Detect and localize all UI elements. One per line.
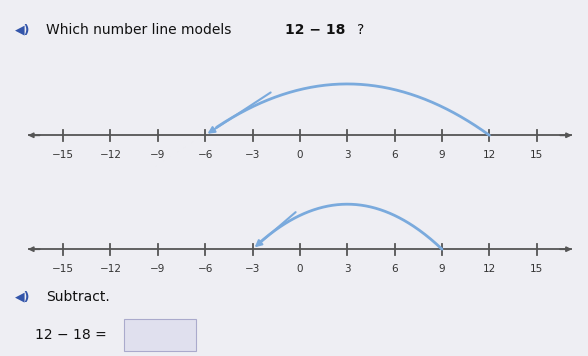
Text: ?: ? xyxy=(358,23,365,37)
Text: 15: 15 xyxy=(530,264,543,274)
Text: −6: −6 xyxy=(198,264,213,274)
Text: −15: −15 xyxy=(52,264,74,274)
Text: 6: 6 xyxy=(392,264,398,274)
Text: 9: 9 xyxy=(439,150,445,160)
Text: 12: 12 xyxy=(483,150,496,160)
Text: −15: −15 xyxy=(52,150,74,160)
Text: −9: −9 xyxy=(150,264,165,274)
Text: 15: 15 xyxy=(530,150,543,160)
Text: −12: −12 xyxy=(99,150,121,160)
Text: −12: −12 xyxy=(99,264,121,274)
Text: −3: −3 xyxy=(245,264,260,274)
Text: 9: 9 xyxy=(439,264,445,274)
Text: −6: −6 xyxy=(198,150,213,160)
Text: 6: 6 xyxy=(392,150,398,160)
Text: 0: 0 xyxy=(296,150,303,160)
Text: 12 − 18: 12 − 18 xyxy=(285,23,346,37)
Text: 3: 3 xyxy=(344,264,350,274)
Text: Which number line models: Which number line models xyxy=(46,23,236,37)
Text: 12: 12 xyxy=(483,264,496,274)
Text: 0: 0 xyxy=(296,264,303,274)
Text: ◀): ◀) xyxy=(15,290,30,303)
Text: Subtract.: Subtract. xyxy=(46,290,110,304)
Text: −9: −9 xyxy=(150,150,165,160)
Text: 12 − 18 =: 12 − 18 = xyxy=(35,328,106,342)
Text: −3: −3 xyxy=(245,150,260,160)
Text: ◀): ◀) xyxy=(15,24,30,37)
FancyBboxPatch shape xyxy=(124,319,196,351)
Text: 3: 3 xyxy=(344,150,350,160)
